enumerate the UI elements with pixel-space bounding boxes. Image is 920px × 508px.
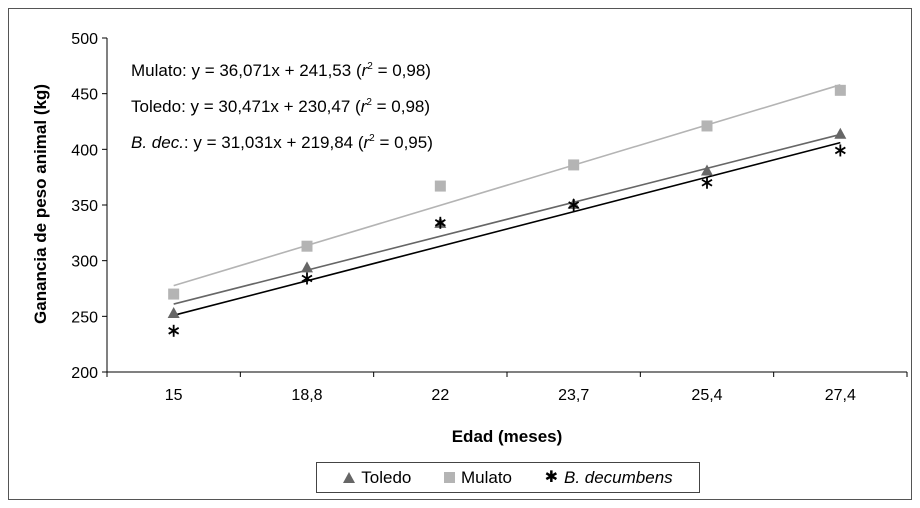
trendline [173,84,841,287]
x-tick-label: 22 [431,387,449,404]
data-point [434,216,446,229]
y-tick-label: 450 [71,87,98,104]
legend: Toledo Mulato ✱ B. decumbens [316,462,700,493]
legend-item-mulato: Mulato [443,467,512,488]
legend-item-b-decumbens: ✱ B. decumbens [545,468,673,488]
data-point [701,176,713,189]
data-point [301,240,313,252]
trendline [173,133,841,305]
data-point [168,288,180,300]
x-tick-label: 25,4 [691,387,722,404]
data-point [301,261,313,273]
x-tick-label: 15 [165,387,183,404]
data-point [834,84,846,96]
data-point [834,144,846,157]
y-axis-label: Ganancia de peso animal (kg) [31,84,50,324]
data-point [834,127,847,139]
asterisk-marker-icon: ✱ [544,468,558,486]
data-point [434,180,446,192]
data-point [168,324,180,337]
data-point [701,164,713,176]
y-tick-label: 200 [71,365,98,382]
x-tick-label: 23,7 [558,387,589,404]
chart-frame [8,8,912,500]
y-tick-label: 300 [71,254,98,271]
x-tick-label: 18,8 [291,387,322,404]
trendline [173,141,841,317]
legend-label: Toledo [361,467,412,487]
data-point [568,159,580,171]
regression-equation: Mulato: y = 36,071x + 241,53 (r2 = 0,98) [131,61,431,80]
data-point [568,199,580,211]
regression-equation: B. dec.: y = 31,031x + 219,84 (r2 = 0,95… [131,133,433,152]
data-point [301,272,313,285]
y-tick-label: 500 [71,31,98,48]
data-point [167,306,180,318]
triangle-marker-icon [343,472,356,483]
legend-label: Mulato [460,467,512,487]
regression-equation: Toledo: y = 30,471x + 230,47 (r2 = 0,98) [131,97,430,116]
legend-item-toledo: Toledo [343,468,411,488]
y-tick-label: 400 [71,142,98,159]
x-axis-label: Edad (meses) [452,427,563,446]
x-tick-label: 27,4 [825,387,856,404]
data-point [701,120,713,132]
y-tick-label: 350 [71,198,98,215]
square-marker-icon [443,472,455,483]
y-tick-label: 250 [71,309,98,326]
legend-label: B. decumbens [563,467,673,487]
